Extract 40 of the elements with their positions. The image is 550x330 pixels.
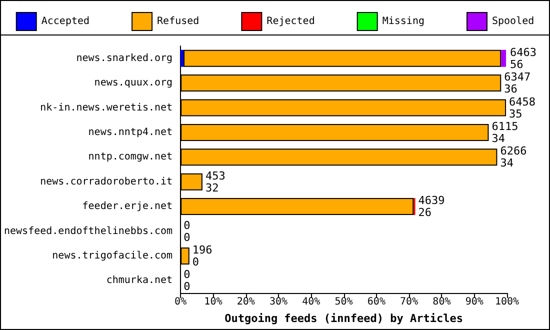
- legend-label: Accepted: [41, 16, 90, 27]
- y-tick-label: newsfeed.endofthelinebbs.com: [4, 226, 173, 237]
- y-tick-label: nk-in.news.weretis.net: [40, 102, 173, 114]
- y-tick-label: news.trigofacile.com: [52, 250, 173, 262]
- x-tick-label: 10%: [204, 296, 222, 308]
- x-tick-label: 80%: [432, 296, 451, 308]
- annotation: 196 0: [192, 243, 212, 268]
- x-tick-label: 60%: [367, 296, 386, 308]
- legend-label: Rejected: [266, 16, 315, 27]
- y-tick-label: nntp.comgw.net: [88, 152, 173, 163]
- bar: [180, 50, 184, 67]
- bar: [184, 50, 502, 67]
- x-tick-label: 90%: [465, 296, 484, 308]
- annotation: 0 0: [184, 268, 190, 294]
- x-tick-label: 70%: [400, 296, 418, 308]
- y-tick-label: news.corradoroberto.it: [40, 176, 173, 188]
- y-tick-label: chmurka.net: [106, 275, 173, 286]
- annotation: 0 0: [184, 218, 190, 244]
- annotation: 6115 34: [492, 120, 518, 145]
- y-tick-label: news.quux.org: [94, 78, 173, 89]
- annotation: 453 32: [205, 169, 226, 194]
- x-tick-label: 20%: [236, 296, 255, 308]
- y-tick-label: news.snarked.org: [76, 52, 173, 64]
- annotation: 6347 36: [504, 70, 531, 96]
- x-tick-label: 30%: [269, 296, 288, 308]
- y-tick-label: news.nntp4.net: [88, 126, 173, 138]
- legend-label: Spooled: [492, 16, 534, 27]
- annotation: 4639 26: [418, 194, 445, 220]
- y-tick-label: feeder.erje.net: [82, 201, 173, 212]
- legend-label: Refused: [157, 16, 200, 27]
- bar: [501, 50, 506, 67]
- x-tick-label: 50%: [334, 296, 353, 308]
- x-tick-label: 40%: [302, 296, 320, 308]
- x-tick-label: 100%: [494, 296, 520, 308]
- x-tick-label: 0%: [174, 296, 187, 308]
- annotation: 6266 34: [500, 144, 527, 170]
- annotation: 6463 56: [510, 46, 536, 71]
- legend-label: Missing: [382, 16, 424, 27]
- annotation: 6458 35: [509, 95, 536, 120]
- x-axis-title: Outgoing feeds (innfeed) by Articles: [224, 312, 463, 325]
